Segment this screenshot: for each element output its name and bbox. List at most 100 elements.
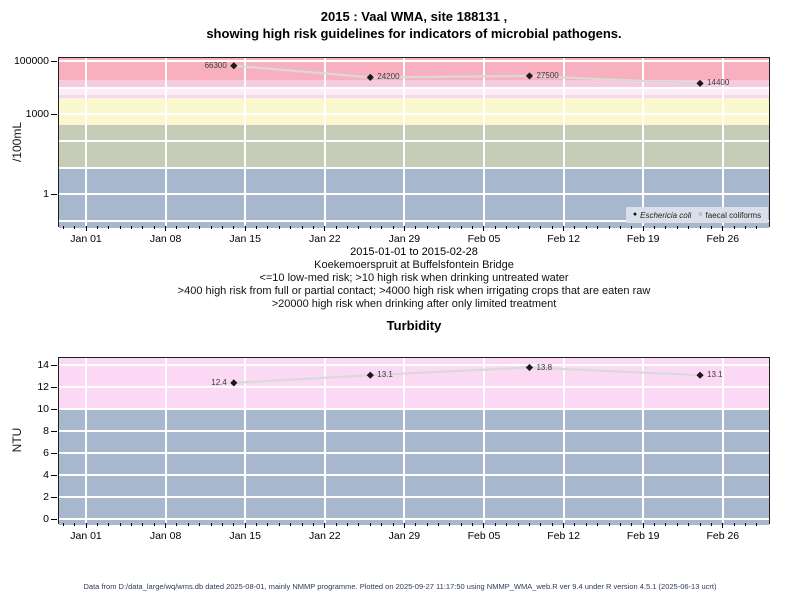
x-tick-major xyxy=(722,226,724,231)
x-tick-minor xyxy=(187,226,189,229)
grid-line-vertical xyxy=(482,358,485,523)
guideline-band xyxy=(59,79,769,88)
grid-line-horizontal xyxy=(59,59,769,62)
x-tick-label: Jan 29 xyxy=(388,233,421,245)
x-tick-minor xyxy=(358,226,360,229)
grid-line-vertical xyxy=(85,58,87,226)
x-tick-major xyxy=(403,523,405,528)
x-tick-minor xyxy=(506,226,508,229)
x-tick-minor xyxy=(312,226,314,229)
x-tick-minor xyxy=(142,226,144,229)
x-tick-minor xyxy=(153,226,155,229)
x-tick-minor xyxy=(608,226,610,229)
x-tick-label: Feb 05 xyxy=(467,233,501,245)
x-tick-minor xyxy=(619,226,621,229)
x-tick-minor xyxy=(62,523,64,526)
x-tick-minor xyxy=(574,523,576,526)
x-tick-minor xyxy=(199,226,201,229)
grid-line-horizontal xyxy=(59,474,769,477)
legend: ● Eschericia coli ○ faecal coliforms xyxy=(626,207,768,223)
data-point-marker xyxy=(366,371,374,379)
x-tick-minor xyxy=(199,523,201,526)
x-tick-minor xyxy=(574,226,576,229)
x-tick-minor xyxy=(267,226,269,229)
y-tick-label: 1 xyxy=(43,188,49,201)
data-point-label: 13.1 xyxy=(707,370,723,380)
x-tick-major xyxy=(483,523,485,528)
grid-line-horizontal xyxy=(59,386,769,389)
x-tick-minor xyxy=(278,523,280,526)
x-tick-minor xyxy=(381,523,383,526)
x-tick-label: Jan 15 xyxy=(229,530,261,542)
x-tick-minor xyxy=(597,523,599,526)
x-tick-major xyxy=(244,226,246,231)
x-tick-minor xyxy=(449,523,451,526)
x-tick-minor xyxy=(438,226,439,229)
x-tick-minor xyxy=(369,523,371,526)
y-tick xyxy=(51,365,57,367)
x-tick-label: Feb 19 xyxy=(626,233,660,245)
x-tick-minor xyxy=(108,226,110,229)
grid-line-vertical xyxy=(164,58,167,226)
grid-line-vertical xyxy=(482,58,485,226)
legend-filled-marker-icon: ● xyxy=(632,211,638,218)
x-tick-minor xyxy=(619,523,621,526)
x-tick-minor xyxy=(256,523,258,526)
x-tick-minor xyxy=(438,523,439,526)
data-point-label: 12.4 xyxy=(211,377,227,387)
x-tick-label: Feb 12 xyxy=(547,233,580,245)
x-tick-minor xyxy=(392,226,394,229)
x-tick-minor xyxy=(585,523,587,526)
data-point-label: 66300 xyxy=(204,60,227,70)
x-tick-minor xyxy=(119,523,121,526)
x-tick-minor xyxy=(745,226,747,229)
grid-line-horizontal xyxy=(59,452,769,455)
x-tick-label: Jan 08 xyxy=(149,233,182,245)
y-tick xyxy=(51,431,57,433)
grid-line-horizontal xyxy=(59,364,769,367)
turbidity-title: Turbidity xyxy=(386,318,442,333)
y-tick-label: 14 xyxy=(37,359,49,372)
figure-title: 2015 : Vaal WMA, site 188131 , showing h… xyxy=(58,8,770,42)
x-tick-minor xyxy=(278,226,280,229)
x-tick-minor xyxy=(62,226,64,229)
grid-line-vertical xyxy=(721,58,724,226)
x-tick-major xyxy=(563,523,565,528)
turbidity-plot-area: 0 2 4 6 8 10 12 14 Jan 01 Jan 08 Jan 15 Jan 22 Jan 2… xyxy=(37,357,770,542)
data-point-label: 14400 xyxy=(707,78,730,88)
x-tick-minor xyxy=(460,226,462,229)
x-tick-label: Jan 01 xyxy=(70,233,102,245)
data-point-label: 24200 xyxy=(377,72,400,82)
x-tick-major xyxy=(324,523,326,528)
grid-line-vertical xyxy=(562,58,565,226)
site-name-note: Koekemoerspruit at Buffelsfontein Bridge xyxy=(314,259,514,271)
y-tick-label: 2 xyxy=(43,491,49,504)
x-tick-label: Feb 19 xyxy=(626,530,660,542)
x-tick-major xyxy=(324,226,326,231)
x-tick-minor xyxy=(472,226,474,229)
y-tick xyxy=(51,453,57,455)
x-tick-minor xyxy=(733,226,735,229)
guideline-band xyxy=(59,358,769,410)
x-tick-minor xyxy=(130,226,132,229)
grid-line-vertical xyxy=(85,358,87,523)
guideline-band xyxy=(59,94,769,99)
grid-line-vertical xyxy=(642,358,645,523)
data-point-label: 27500 xyxy=(536,70,559,80)
x-tick-minor xyxy=(290,523,292,526)
x-tick-minor xyxy=(665,226,667,229)
y-tick-label: 6 xyxy=(43,447,49,460)
grid-line-horizontal xyxy=(59,430,769,433)
x-tick-major xyxy=(642,523,644,528)
x-tick-major xyxy=(85,226,87,231)
grid-line-vertical xyxy=(562,358,565,523)
x-tick-minor xyxy=(472,523,474,526)
data-point-marker xyxy=(696,371,704,379)
x-tick-minor xyxy=(256,226,258,229)
x-tick-minor xyxy=(74,226,76,229)
x-tick-minor xyxy=(756,226,758,229)
x-tick-minor xyxy=(756,523,758,526)
x-tick-minor xyxy=(745,523,747,526)
x-tick-label: Feb 26 xyxy=(706,530,740,542)
x-tick-minor xyxy=(665,523,667,526)
